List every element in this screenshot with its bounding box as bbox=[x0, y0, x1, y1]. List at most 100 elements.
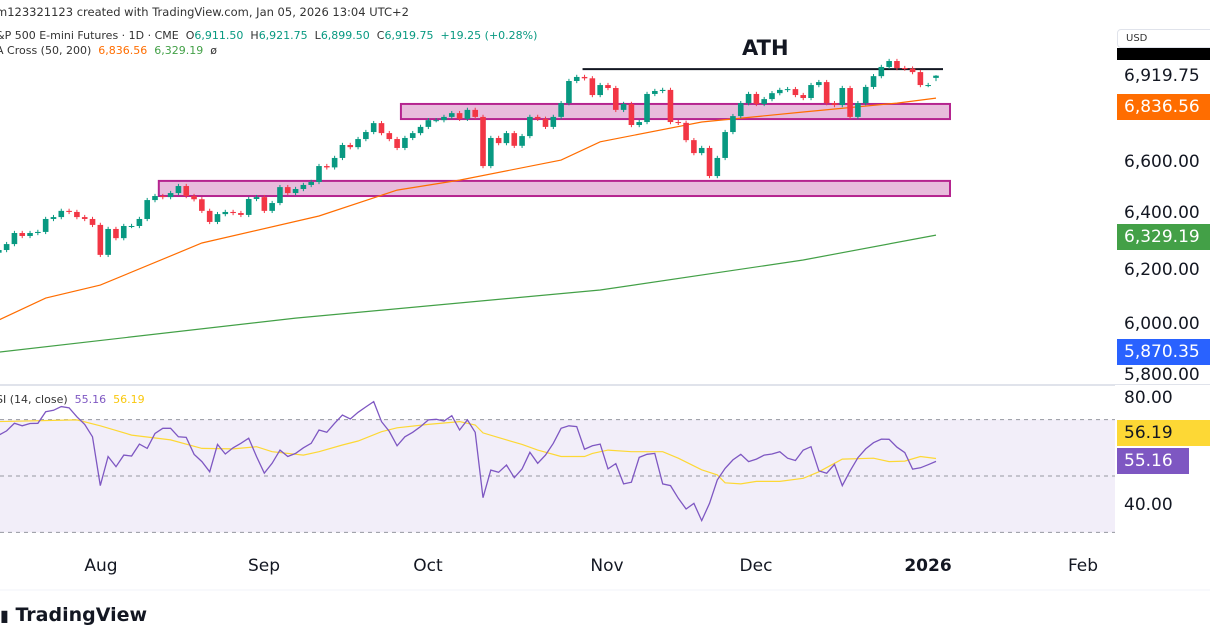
candle-body bbox=[144, 200, 150, 219]
candle-body bbox=[698, 147, 705, 154]
time-tick: Sep bbox=[247, 556, 281, 576]
candle-body bbox=[456, 113, 463, 119]
candle-body bbox=[862, 86, 869, 104]
ma-slow-price-label: 6,329.19 bbox=[1117, 224, 1210, 250]
candle-body bbox=[402, 137, 408, 148]
candle-body bbox=[66, 210, 72, 212]
candle-body bbox=[136, 218, 143, 226]
candle-body bbox=[425, 120, 432, 127]
candle-body bbox=[394, 139, 400, 148]
candle-body bbox=[464, 109, 471, 119]
candle-body bbox=[89, 218, 96, 225]
candle-body bbox=[448, 113, 455, 117]
rsi-scale-label: 55.16 bbox=[1117, 448, 1189, 474]
candle-body bbox=[50, 217, 57, 219]
currency-selector[interactable]: USD bbox=[1117, 29, 1210, 48]
candle-body bbox=[316, 166, 322, 182]
candle-body bbox=[331, 157, 338, 168]
price-tick: 6,000.00 bbox=[1124, 314, 1200, 334]
price-tick: 6,400.00 bbox=[1124, 203, 1200, 223]
candle-body bbox=[339, 144, 346, 158]
candle-body bbox=[839, 88, 846, 106]
candle-body bbox=[816, 82, 822, 86]
candle-body bbox=[355, 139, 361, 148]
ath-price-label bbox=[1117, 48, 1210, 60]
candle-body bbox=[573, 76, 580, 81]
candle-body bbox=[308, 181, 314, 185]
candle-body bbox=[519, 136, 525, 146]
tradingview-logo-text: TradingView bbox=[15, 604, 148, 626]
candle-body bbox=[191, 196, 197, 200]
candle-body bbox=[58, 210, 65, 218]
candle-body bbox=[597, 85, 603, 96]
candle-body bbox=[652, 90, 658, 94]
ma-name[interactable]: A Cross (50, 200) bbox=[0, 44, 92, 57]
ma-slow-value: 6,329.19 bbox=[154, 44, 204, 57]
rsi-name[interactable]: SI (14, close) bbox=[0, 393, 68, 406]
candle-body bbox=[566, 81, 572, 104]
support-zone bbox=[157, 179, 951, 198]
candle-body bbox=[769, 93, 775, 100]
candle-body bbox=[558, 103, 564, 117]
candle-body bbox=[152, 196, 158, 201]
candle-body bbox=[737, 103, 744, 117]
candle-body bbox=[441, 116, 447, 121]
candle-body bbox=[277, 187, 283, 204]
candle-body bbox=[745, 93, 752, 104]
candle-body bbox=[581, 76, 588, 79]
candle-body bbox=[199, 199, 205, 211]
candle-body bbox=[855, 103, 861, 117]
rsi-ma-scale-label: 56.19 bbox=[1117, 420, 1210, 446]
candle-body bbox=[370, 123, 377, 133]
symbol-name[interactable]: &P 500 E-mini Futures · 1D · CME bbox=[0, 29, 179, 42]
rsi-ma-value: 56.19 bbox=[113, 393, 145, 406]
candle-body bbox=[917, 72, 924, 86]
pane-divider-cover bbox=[1115, 385, 1210, 388]
time-tick: 2026 bbox=[904, 556, 952, 576]
open-value: 6,911.50 bbox=[194, 29, 244, 42]
candle-body bbox=[722, 132, 728, 158]
candle-body bbox=[628, 103, 635, 126]
candle-body bbox=[831, 103, 838, 106]
candle-body bbox=[675, 122, 682, 124]
candle-body bbox=[714, 157, 721, 177]
candle-body bbox=[620, 103, 627, 110]
candle-body bbox=[175, 186, 182, 194]
candle-body bbox=[761, 99, 767, 104]
candle-body bbox=[19, 233, 26, 236]
candle-body bbox=[777, 89, 783, 94]
high-value: 6,921.75 bbox=[258, 29, 308, 42]
candle-body bbox=[183, 186, 190, 197]
low-value: 6,899.50 bbox=[320, 29, 370, 42]
candle-body bbox=[0, 250, 2, 253]
candle-body bbox=[800, 95, 807, 99]
candle-body bbox=[808, 85, 814, 99]
candle-body bbox=[542, 118, 549, 127]
tradingview-logo[interactable]: ▮ TradingView bbox=[0, 604, 147, 627]
ma-fast-price-label: 6,836.56 bbox=[1117, 94, 1210, 120]
time-tick: Feb bbox=[1067, 556, 1099, 576]
price-tick: 6,200.00 bbox=[1124, 260, 1200, 280]
rsi-legend: SI (14, close) 55.16 56.19 bbox=[0, 393, 145, 406]
candle-body bbox=[363, 132, 369, 140]
candle-body bbox=[472, 109, 479, 117]
candle-body bbox=[42, 218, 49, 232]
candle-body bbox=[612, 88, 619, 110]
ath-annotation: ATH bbox=[742, 36, 789, 60]
candle-body bbox=[909, 68, 916, 73]
close-label: C bbox=[376, 29, 385, 42]
candle-body bbox=[324, 166, 330, 168]
candle-body bbox=[503, 133, 510, 144]
candle-body bbox=[206, 210, 213, 222]
high-label: H bbox=[250, 29, 259, 42]
candle-body bbox=[253, 197, 260, 199]
candle-body bbox=[605, 85, 611, 89]
price-tick: 6,600.00 bbox=[1124, 152, 1200, 172]
candle-body bbox=[925, 85, 931, 87]
candle-body bbox=[113, 228, 119, 239]
time-tick: Nov bbox=[590, 556, 624, 576]
tradingview-logo-icon: ▮ bbox=[0, 606, 9, 625]
candle-body bbox=[792, 89, 799, 96]
candle-body bbox=[238, 213, 244, 215]
